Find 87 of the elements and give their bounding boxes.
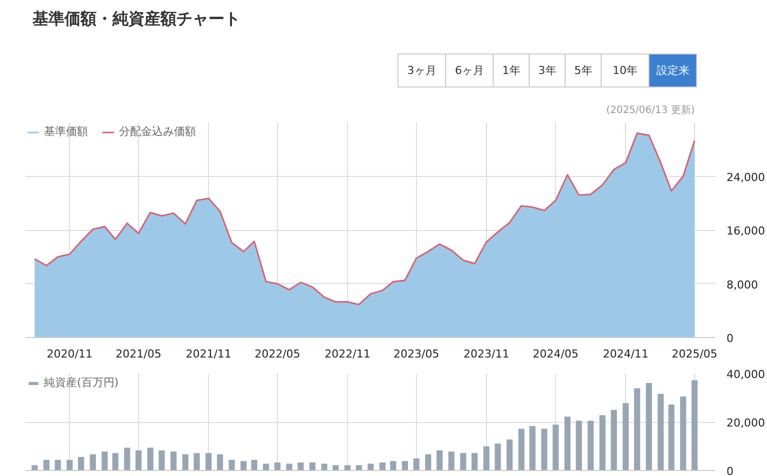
bar — [309, 462, 316, 470]
bar — [680, 396, 686, 470]
bar — [43, 460, 50, 470]
bar — [194, 453, 200, 470]
bar — [494, 444, 501, 470]
x-tick-label: 2021/05 — [116, 348, 162, 360]
bar — [506, 439, 513, 470]
bar — [668, 404, 674, 470]
text: 10年 — [612, 64, 638, 77]
bar — [286, 464, 292, 470]
bar — [66, 460, 73, 470]
legend-label: 分配金込み価額 — [119, 124, 196, 139]
bar — [436, 450, 443, 470]
y-tick-label: 0 — [726, 465, 734, 476]
legend-label: 基準価額 — [44, 124, 88, 139]
bar — [564, 416, 570, 470]
chart-title: 基準価額・純資産額チャート — [32, 9, 241, 28]
bar — [368, 464, 374, 470]
text: 6ヶ月 — [454, 64, 484, 77]
bar — [425, 454, 432, 470]
bar — [588, 420, 594, 470]
legend-label: 純資産(百万円) — [44, 375, 119, 390]
y-tick-label: 16,000 — [726, 224, 765, 238]
bar — [228, 460, 235, 470]
bar — [541, 428, 548, 470]
y-tick-label: 40,000 — [726, 368, 765, 381]
bar — [32, 465, 38, 470]
bar — [206, 453, 212, 470]
y-tick-label: 0 — [726, 332, 734, 345]
bar — [610, 410, 617, 470]
bar — [90, 454, 96, 470]
bar — [298, 462, 304, 470]
bar — [321, 464, 328, 470]
bar — [54, 460, 61, 470]
x-tick-label: 2021/11 — [186, 348, 232, 360]
bar — [402, 461, 408, 470]
text: 3ヶ月 — [407, 64, 436, 77]
bar — [576, 420, 582, 470]
bar — [379, 462, 386, 470]
bar — [124, 448, 130, 470]
bar — [274, 462, 280, 470]
bar — [158, 450, 165, 470]
x-tick-label: 2020/11 — [46, 348, 92, 360]
x-tick-label: 2025/05 — [672, 348, 718, 360]
bar — [472, 453, 478, 470]
y-tick-label: 8,000 — [726, 278, 758, 292]
bar — [634, 388, 640, 470]
bar — [483, 446, 490, 470]
bar — [216, 454, 224, 470]
text: 3年 — [538, 64, 556, 77]
bar — [658, 394, 664, 470]
text: 1年 — [502, 64, 520, 77]
x-tick-label: 2023/11 — [464, 348, 510, 360]
bar — [102, 452, 108, 470]
bar — [356, 465, 362, 470]
x-tick-label: 2023/05 — [394, 348, 440, 360]
bar — [170, 452, 177, 470]
bar — [692, 380, 698, 470]
bar — [344, 465, 351, 470]
bar — [332, 465, 339, 470]
x-tick-label: 2024/05 — [532, 348, 579, 360]
bar — [460, 453, 466, 470]
text: 5年 — [574, 64, 592, 77]
bar — [262, 464, 270, 470]
bar — [390, 461, 396, 470]
bar — [448, 452, 454, 470]
y-tick-label: 20,000 — [726, 416, 765, 430]
bar — [182, 454, 188, 470]
bar — [529, 426, 536, 470]
bar — [112, 453, 118, 470]
bar — [251, 460, 258, 470]
bar — [240, 461, 247, 470]
bar — [135, 450, 142, 470]
bar — [646, 382, 652, 470]
x-tick-label: 2022/11 — [324, 348, 370, 360]
bar — [147, 448, 154, 470]
bar — [518, 428, 524, 470]
bar — [552, 424, 559, 470]
text: (2025/06/13 更新) — [606, 104, 695, 116]
y-tick-label: 24,000 — [726, 170, 765, 184]
bar — [413, 458, 420, 470]
x-tick-label: 2024/11 — [602, 348, 649, 360]
x-tick-label: 2022/05 — [254, 348, 300, 360]
bar — [599, 415, 606, 470]
bar — [78, 456, 84, 470]
text: 設定来 — [656, 64, 690, 77]
bar — [622, 403, 629, 470]
